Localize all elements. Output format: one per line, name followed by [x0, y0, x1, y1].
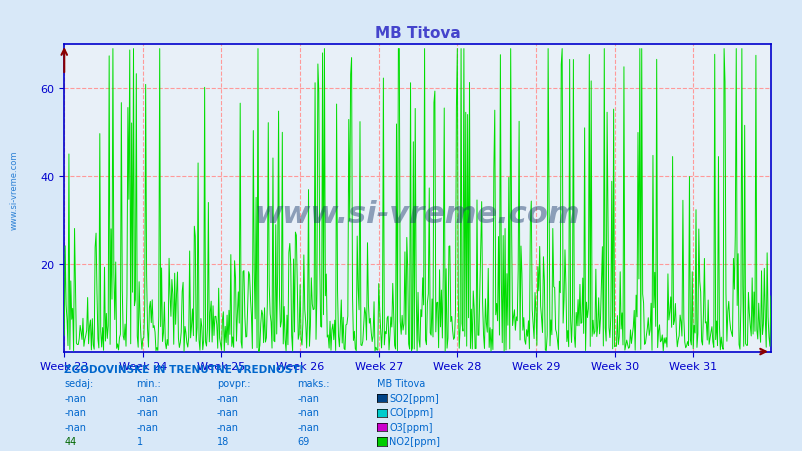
Text: MB Titova: MB Titova — [377, 378, 425, 388]
Text: -nan: -nan — [297, 422, 318, 432]
Text: povpr.:: povpr.: — [217, 378, 250, 388]
Text: -nan: -nan — [297, 393, 318, 403]
Text: -nan: -nan — [217, 407, 238, 417]
Text: www.si-vreme.com: www.si-vreme.com — [254, 199, 580, 228]
Text: O3[ppm]: O3[ppm] — [389, 422, 432, 432]
Text: SO2[ppm]: SO2[ppm] — [389, 393, 439, 403]
Text: min.:: min.: — [136, 378, 161, 388]
Text: -nan: -nan — [64, 422, 86, 432]
Text: CO[ppm]: CO[ppm] — [389, 407, 433, 417]
Text: -nan: -nan — [64, 407, 86, 417]
Text: ZGODOVINSKE IN TRENUTNE VREDNOSTI: ZGODOVINSKE IN TRENUTNE VREDNOSTI — [64, 364, 303, 374]
Text: -nan: -nan — [136, 393, 158, 403]
Text: -nan: -nan — [217, 393, 238, 403]
Text: -nan: -nan — [136, 422, 158, 432]
Text: maks.:: maks.: — [297, 378, 329, 388]
Text: -nan: -nan — [217, 422, 238, 432]
Text: -nan: -nan — [64, 393, 86, 403]
Text: NO2[ppm]: NO2[ppm] — [389, 436, 440, 446]
Text: 44: 44 — [64, 436, 76, 446]
Text: 18: 18 — [217, 436, 229, 446]
Text: 69: 69 — [297, 436, 309, 446]
Title: MB Titova: MB Titova — [375, 26, 460, 41]
Text: 1: 1 — [136, 436, 143, 446]
Text: -nan: -nan — [297, 407, 318, 417]
Text: sedaj:: sedaj: — [64, 378, 93, 388]
Text: www.si-vreme.com: www.si-vreme.com — [10, 150, 18, 229]
Text: -nan: -nan — [136, 407, 158, 417]
